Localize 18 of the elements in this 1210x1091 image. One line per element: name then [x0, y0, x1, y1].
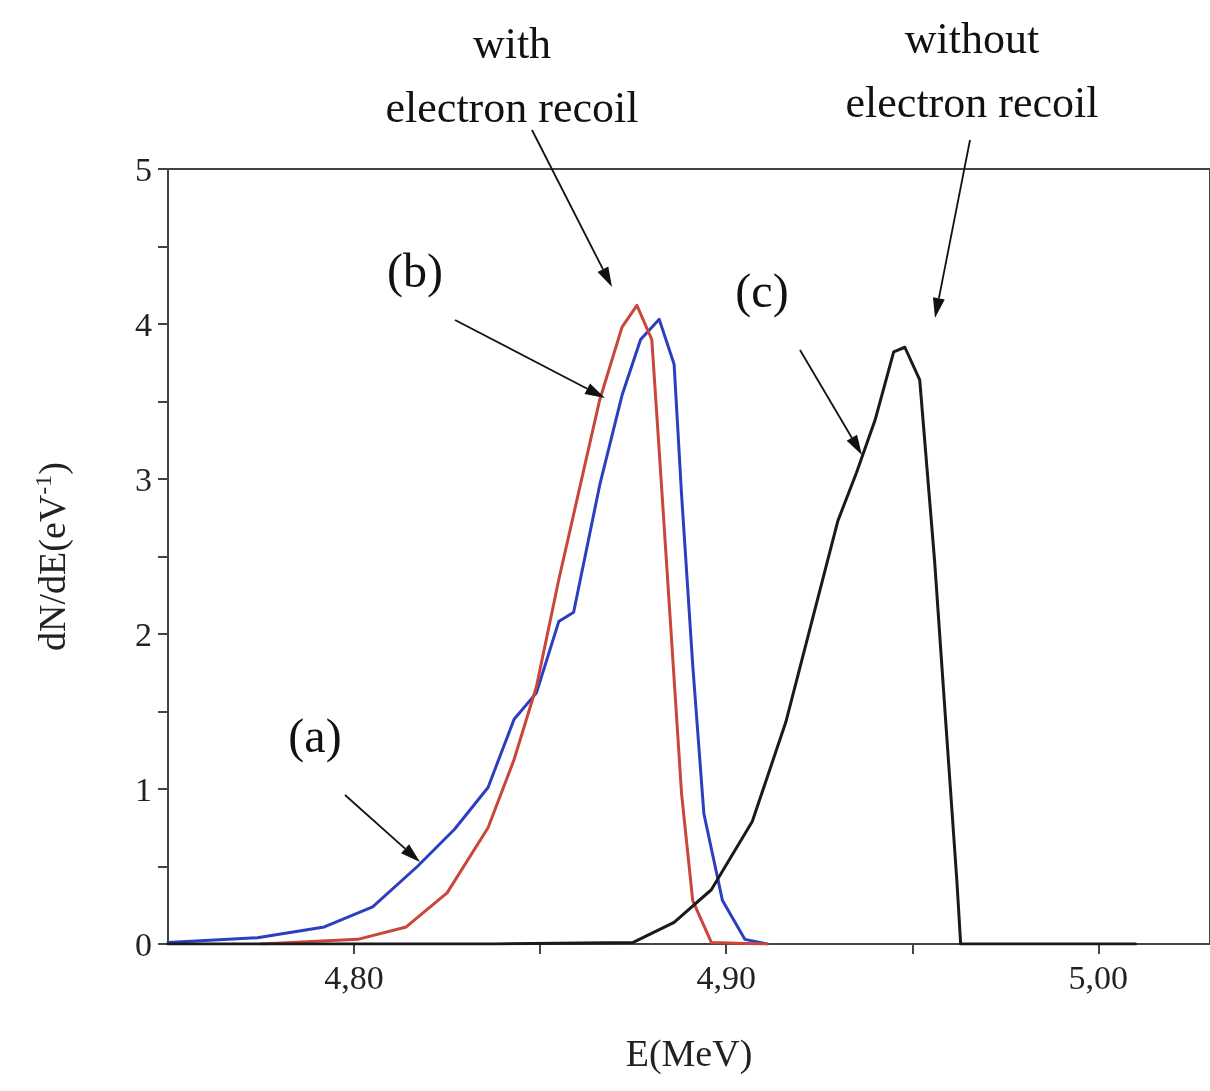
y-axis-title: dN/dE(eV-1) [30, 462, 74, 651]
x-tick-label: 4,90 [696, 958, 756, 996]
y-tick-label: 0 [135, 925, 152, 963]
line-series [166, 345, 1138, 946]
y-tick-label: 2 [135, 615, 152, 653]
text: with electron recoil [385, 19, 639, 133]
line-series [166, 317, 769, 946]
x-axis-title: E(MeV) [625, 1032, 753, 1075]
y-tick-label: 5 [135, 150, 152, 188]
y-tick-label: 4 [135, 305, 152, 343]
annotation: (c) [735, 263, 789, 318]
y-tick-label: 1 [135, 770, 152, 808]
annotation: (a) [288, 708, 342, 763]
y-tick-label: 3 [135, 460, 152, 498]
text: without electron recoil [845, 14, 1099, 128]
annotation: (b) [387, 243, 443, 298]
x-tick-label: 4,80 [324, 958, 384, 996]
x-tick-label: 5,00 [1068, 958, 1129, 996]
